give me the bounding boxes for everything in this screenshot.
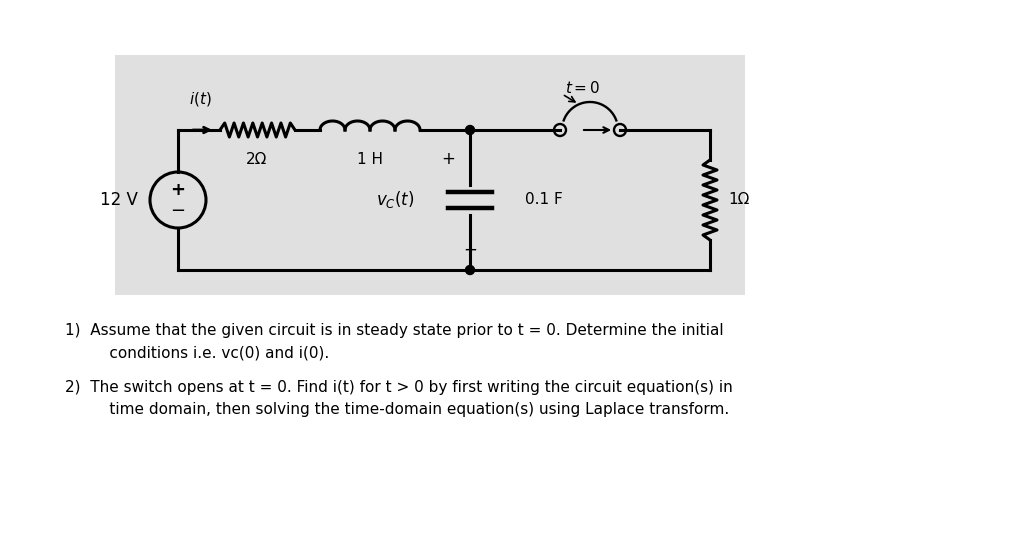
Text: $v_C(t)$: $v_C(t)$ [377, 190, 415, 211]
Text: 2)  The switch opens at t = 0. Find i(t) for t > 0 by first writing the circuit : 2) The switch opens at t = 0. Find i(t) … [65, 380, 733, 395]
Text: −: − [170, 202, 185, 220]
Text: 2Ω: 2Ω [247, 152, 267, 167]
Text: +: + [441, 150, 455, 168]
Text: 0.1 F: 0.1 F [525, 192, 563, 207]
Text: time domain, then solving the time-domain equation(s) using Laplace transform.: time domain, then solving the time-domai… [85, 402, 729, 417]
Circle shape [466, 266, 474, 275]
Text: +: + [171, 181, 185, 199]
Bar [115, 55, 745, 295]
Text: 12 V: 12 V [100, 191, 138, 209]
Text: 1)  Assume that the given circuit is in steady state prior to t = 0. Determine t: 1) Assume that the given circuit is in s… [65, 323, 724, 338]
Circle shape [466, 126, 474, 135]
Text: 1Ω: 1Ω [728, 192, 750, 207]
Text: conditions i.e. vᴄ(0) and i(0).: conditions i.e. vᴄ(0) and i(0). [85, 345, 330, 360]
Text: 1 H: 1 H [357, 152, 383, 167]
Text: $i(t)$: $i(t)$ [188, 90, 211, 108]
Text: −: − [463, 241, 477, 259]
Text: $t = 0$: $t = 0$ [565, 80, 600, 96]
